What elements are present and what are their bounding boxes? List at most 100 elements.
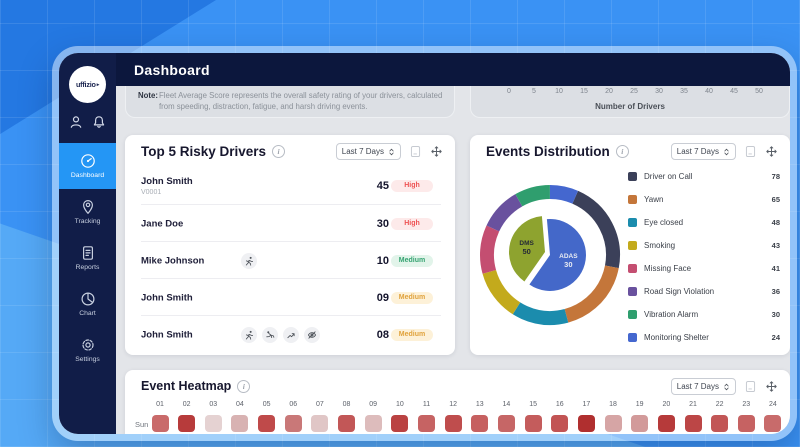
legend-item: Vibration Alarm 30 bbox=[628, 303, 780, 326]
heatmap-cell bbox=[711, 415, 729, 432]
heatmap-hour-label: 19 bbox=[635, 401, 644, 408]
legend-color-swatch bbox=[628, 241, 637, 250]
heatmap-cell bbox=[311, 415, 329, 432]
heatmap-hour-label: 08 bbox=[342, 401, 351, 408]
heatmap-hour-label: 05 bbox=[262, 401, 271, 408]
legend-item: Eye closed 48 bbox=[628, 211, 780, 234]
eye-off-icon bbox=[304, 326, 320, 343]
heatmap-cell bbox=[204, 415, 222, 432]
heatmap-cell bbox=[258, 415, 276, 432]
info-icon[interactable]: i bbox=[615, 145, 629, 158]
move-widget-icon[interactable] bbox=[765, 145, 778, 158]
heatmap-hour-label: 14 bbox=[502, 401, 511, 408]
period-select-value: Last 7 Days bbox=[341, 147, 384, 156]
sidebar: uffizio ▸ Dashboard Tracking Reports Chart Se… bbox=[59, 53, 116, 434]
sidebar-item-chart[interactable]: Chart bbox=[59, 281, 116, 327]
legend-color-swatch bbox=[628, 195, 637, 204]
x-axis-label: Number of Drivers bbox=[595, 102, 665, 111]
heatmap-card-controls: Last 7 Days bbox=[670, 378, 778, 395]
legend-value: 30 bbox=[771, 310, 780, 319]
heatmap-cell bbox=[631, 415, 649, 432]
events-legend: Driver on Call 78 Yawn 65 Eye closed 48 Smokin… bbox=[628, 165, 780, 349]
events-donut-chart: DMS 50 ADAS 30 bbox=[475, 180, 625, 330]
heatmap-hour-label: 03 bbox=[209, 401, 218, 408]
logo-text: uffizio bbox=[75, 80, 96, 89]
sidebar-item-settings[interactable]: Settings bbox=[59, 327, 116, 373]
legend-value: 48 bbox=[771, 218, 780, 227]
period-select-value: Last 7 Days bbox=[676, 147, 719, 156]
export-report-icon[interactable] bbox=[744, 145, 757, 158]
period-select[interactable]: Last 7 Days bbox=[670, 143, 736, 160]
period-select[interactable]: Last 7 Days bbox=[670, 378, 736, 395]
sidebar-item-reports[interactable]: Reports bbox=[59, 235, 116, 281]
period-select-value: Last 7 Days bbox=[676, 382, 719, 391]
x-axis-tick: 20 bbox=[605, 88, 613, 95]
legend-value: 65 bbox=[771, 195, 780, 204]
legend-label: Missing Face bbox=[644, 264, 692, 273]
info-icon[interactable]: i bbox=[272, 145, 286, 158]
sidebar-item-tracking[interactable]: Tracking bbox=[59, 189, 116, 235]
heatmap-hour-label: 15 bbox=[529, 401, 537, 408]
heatmap-cell bbox=[577, 415, 595, 432]
x-axis-tick: 30 bbox=[655, 88, 663, 95]
move-widget-icon[interactable] bbox=[765, 380, 778, 393]
top5-card-controls: Last 7 Days bbox=[335, 143, 443, 160]
event-heatmap-card: Event Heatmap i Last 7 Days Sun 01 02 03 04… bbox=[125, 370, 790, 434]
sidebar-item-dashboard[interactable]: Dashboard bbox=[59, 143, 116, 189]
heatmap-cell bbox=[364, 415, 382, 432]
heatmap-hour-label: 01 bbox=[156, 401, 164, 408]
events-card-controls: Last 7 Days bbox=[670, 143, 778, 160]
info-icon[interactable]: i bbox=[237, 379, 251, 393]
heatmap-card-title: Event Heatmap i bbox=[141, 379, 251, 393]
driver-name: John Smith bbox=[141, 175, 193, 187]
driver-row: John Smith 08 Medium bbox=[141, 315, 441, 353]
legend-value: 43 bbox=[771, 241, 780, 250]
trend-arrow-icon bbox=[283, 326, 299, 343]
driver-event-icons bbox=[241, 326, 320, 343]
heatmap-hour-label: 12 bbox=[449, 401, 458, 408]
heatmap-hour-label: 18 bbox=[609, 401, 617, 408]
heatmap-hour-label: 16 bbox=[555, 401, 564, 408]
legend-color-swatch bbox=[628, 264, 637, 273]
dashboard-icon bbox=[80, 153, 96, 169]
heatmap-cell bbox=[471, 415, 489, 432]
heatmap-cell bbox=[418, 415, 435, 432]
notifications-bell-icon[interactable] bbox=[92, 115, 106, 129]
heatmap-cell bbox=[657, 415, 675, 432]
risk-level-badge: Medium bbox=[391, 328, 433, 341]
uffizio-logo[interactable]: uffizio ▸ bbox=[69, 66, 106, 103]
heatmap-hour-label: 02 bbox=[182, 401, 191, 408]
legend-color-swatch bbox=[628, 333, 637, 342]
x-axis-tick: 10 bbox=[555, 88, 563, 95]
heatmap-hour-label: 11 bbox=[422, 401, 431, 408]
sidebar-item-label: Reports bbox=[75, 264, 100, 271]
drivers-chart-axis-card: 0 5 10 15 20 25 30 35 40 45 50 Number of Drivers bbox=[470, 86, 790, 118]
svg-text:30: 30 bbox=[564, 260, 572, 269]
heatmap-cell bbox=[391, 415, 409, 432]
heatmap-cell bbox=[551, 415, 569, 432]
legend-value: 78 bbox=[771, 172, 780, 181]
driver-score: 08 bbox=[376, 328, 389, 341]
heatmap-hour-label: 20 bbox=[662, 401, 671, 408]
heatmap-cell bbox=[284, 415, 302, 432]
period-select[interactable]: Last 7 Days bbox=[335, 143, 401, 160]
x-axis-tick: 0 bbox=[507, 88, 511, 95]
driver-name-block: John Smith bbox=[141, 292, 193, 303]
note-label: Note: bbox=[138, 91, 158, 100]
user-icon[interactable] bbox=[69, 115, 83, 129]
chart-icon bbox=[80, 291, 96, 307]
legend-item: Monitoring Shelter 24 bbox=[628, 326, 780, 349]
move-widget-icon[interactable] bbox=[430, 145, 443, 158]
export-report-icon[interactable] bbox=[744, 380, 757, 393]
select-updown-icon bbox=[723, 147, 730, 157]
driver-name-block: John Smith bbox=[141, 329, 193, 340]
driver-event-icons bbox=[241, 252, 257, 269]
svg-text:DMS: DMS bbox=[519, 240, 534, 247]
heatmap-cell bbox=[338, 415, 356, 432]
export-report-icon[interactable] bbox=[409, 145, 422, 158]
legend-label: Eye closed bbox=[644, 218, 684, 227]
driver-score: 09 bbox=[376, 291, 389, 304]
risk-level-badge: Medium bbox=[391, 291, 433, 304]
driver-row: Mike Johnson 10 Medium bbox=[141, 241, 441, 279]
